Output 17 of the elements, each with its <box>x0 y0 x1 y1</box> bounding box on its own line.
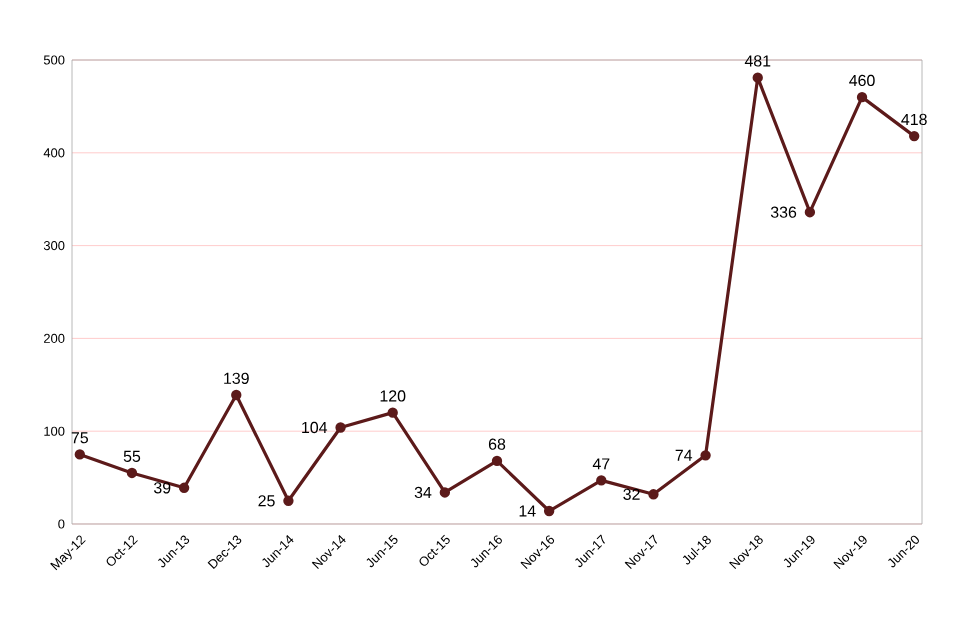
point <box>700 450 711 461</box>
point <box>752 72 763 83</box>
point <box>439 487 451 498</box>
point <box>178 482 190 493</box>
point <box>126 467 138 479</box>
point <box>335 422 346 433</box>
point <box>909 130 920 142</box>
point <box>491 455 503 467</box>
point <box>856 91 868 103</box>
point <box>74 449 86 460</box>
point <box>596 475 607 486</box>
point <box>804 207 816 218</box>
point <box>231 389 242 401</box>
point <box>648 489 659 500</box>
point <box>283 495 294 506</box>
point <box>543 505 555 517</box>
point <box>387 407 398 418</box>
